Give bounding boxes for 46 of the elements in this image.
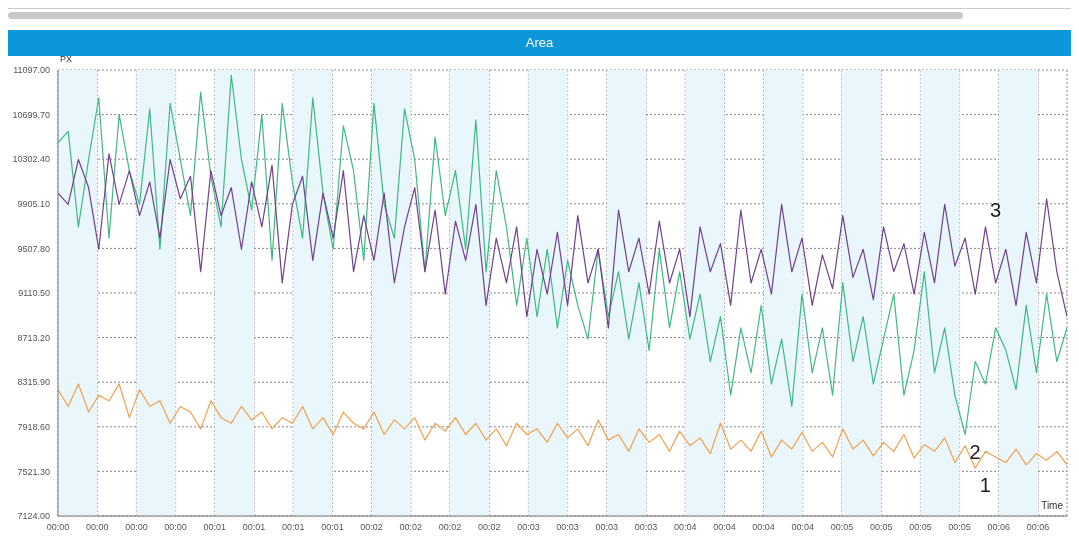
x-tick-label: 00:00 (125, 522, 148, 533)
x-tick-label: 00:04 (673, 522, 697, 533)
x-tick-label: 00:01 (242, 522, 266, 533)
y-tick-label: 9905.10 (17, 199, 50, 209)
x-tick-label: 00:00 (85, 522, 109, 533)
x-tick-label: 00:00 (164, 522, 187, 533)
x-tick-label: 00:06 (1026, 522, 1050, 533)
x-tick-label: 00:03 (634, 522, 658, 533)
x-tick-label: 00:05 (948, 522, 971, 533)
x-tick-label: 00:00 (46, 522, 70, 533)
chart-title: Area (8, 30, 1071, 56)
y-tick-label: 7124.00 (17, 511, 50, 522)
line-series (58, 383, 1067, 469)
x-tick-label: 00:04 (713, 522, 736, 533)
x-tick-label: 00:02 (360, 522, 383, 533)
y-tick-label: 8713.20 (17, 332, 50, 343)
x-tick-label: 00:01 (203, 522, 227, 533)
x-tick-label: 00:05 (830, 522, 854, 533)
x-tick-label: 00:05 (869, 522, 893, 533)
y-tick-label: 11097.00 (13, 65, 50, 76)
y-tick-label: 10699.70 (12, 109, 50, 120)
series-label: 2 (969, 440, 981, 463)
x-tick-label: 00:05 (909, 522, 932, 533)
line-series (58, 74, 1067, 436)
series-label: 3 (989, 198, 1002, 221)
y-tick-label: 9507.80 (17, 243, 50, 254)
x-tick-label: 00:02 (399, 522, 423, 533)
x-tick-label: 00:03 (517, 522, 540, 533)
x-tick-label: 00:02 (477, 522, 501, 533)
x-tick-label: 00:01 (281, 522, 305, 533)
x-tick-label: 00:06 (987, 522, 1011, 533)
y-tick-label: 7521.30 (17, 466, 50, 477)
line-series (58, 153, 1067, 329)
x-tick-label: 00:02 (438, 522, 462, 533)
y-tick-label: 9110.50 (18, 288, 50, 299)
y-axis-title: PX (59, 54, 72, 65)
x-tick-label: 00:01 (321, 522, 344, 533)
x-tick-label: 00:04 (791, 522, 815, 533)
y-tick-label: 8315.90 (17, 377, 50, 388)
x-tick-label: 00:03 (556, 522, 579, 533)
x-tick-label: 00:04 (752, 522, 775, 533)
series-label: 1 (979, 474, 991, 497)
y-tick-label: 10302.40 (12, 154, 50, 165)
y-tick-label: 7918.60 (17, 421, 50, 432)
x-axis-title: Time (1041, 500, 1064, 512)
x-tick-label: 00:03 (595, 522, 619, 533)
